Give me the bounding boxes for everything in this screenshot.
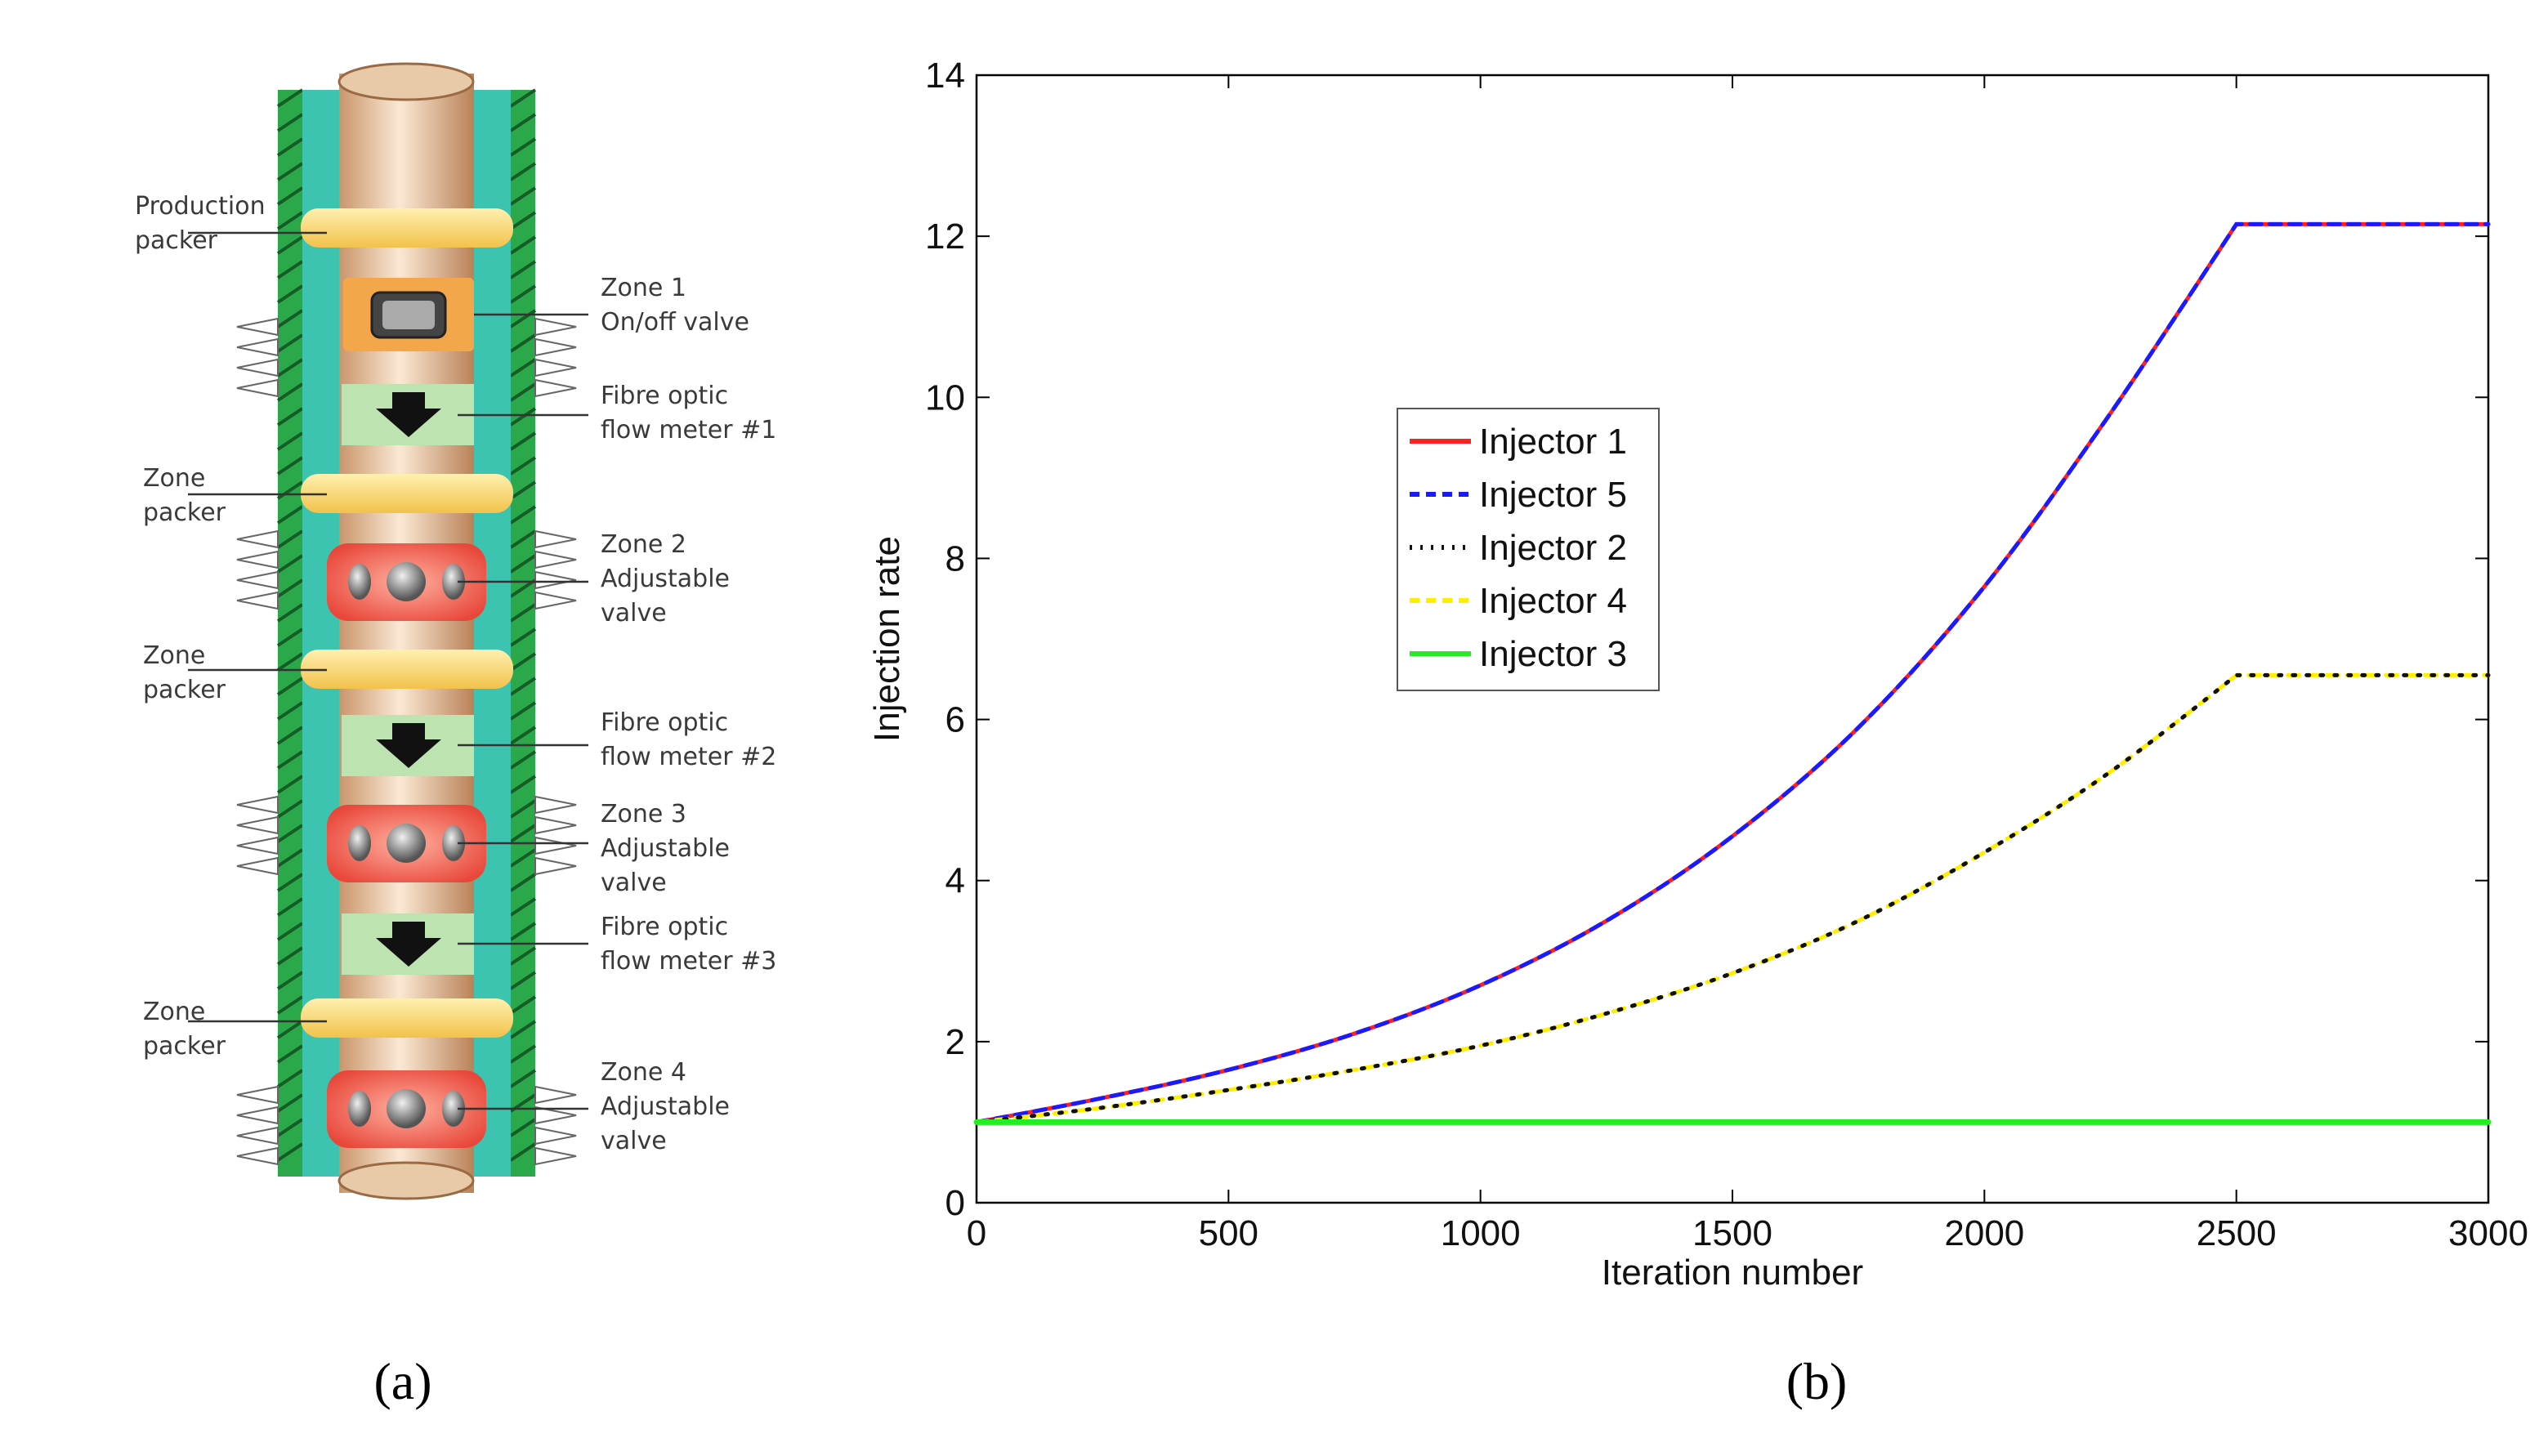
zone-packer: [301, 650, 513, 689]
plot-area: [975, 74, 2490, 1204]
legend-box: [1397, 408, 1660, 691]
y-tick-label: 4: [945, 861, 965, 901]
label-zone4: Zone 4 Adjustable valve: [601, 1058, 738, 1155]
y-tick-label: 14: [925, 56, 965, 96]
y-tick-label: 2: [945, 1022, 965, 1062]
tubing-bottom: [337, 1161, 475, 1200]
zone-packer: [301, 998, 513, 1038]
panel-label-a: (a): [373, 1352, 431, 1410]
production-packer: [301, 208, 513, 248]
x-tick-label: 500: [1199, 1213, 1258, 1253]
leader-lines: [188, 231, 588, 1110]
label-zone1: Zone 1 On/off valve: [601, 274, 749, 337]
label-zone-packer-1: Zone packer: [143, 464, 226, 527]
label-flow2: Fibre optic flow meter #2: [601, 708, 776, 771]
y-tick-label: 8: [945, 538, 965, 578]
series-line-injector-5: [974, 221, 2491, 1124]
y-tick-label: 10: [925, 377, 965, 418]
x-axis-title: Iteration number: [1602, 1253, 1863, 1293]
label-zone2: Zone 2 Adjustable valve: [601, 530, 738, 628]
y-tick-label: 6: [945, 700, 965, 740]
label-zone3: Zone 3 Adjustable valve: [601, 800, 738, 897]
x-tick-label: 2500: [2197, 1213, 2277, 1253]
label-flow3: Fibre optic flow meter #3: [601, 913, 776, 976]
y-axis-title: Injection rate: [867, 536, 907, 742]
panel-label-b: (b): [1786, 1352, 1848, 1410]
label-flow1: Fibre optic flow meter #1: [601, 382, 776, 444]
casing-hatch: [276, 88, 537, 1162]
zone-packer: [301, 474, 513, 513]
series-line-injector-2: [974, 672, 2491, 1124]
legend-label: Injector 3: [1479, 634, 1627, 674]
legend-label: Injector 1: [1479, 422, 1627, 462]
perforations: [236, 317, 577, 1166]
x-tick-label: 2000: [1944, 1213, 2024, 1253]
adjustable-valve-zone4: [327, 1070, 486, 1148]
adjustable-valve-zone3: [327, 805, 486, 882]
legend-label: Injector 2: [1479, 528, 1627, 568]
label-production-packer: Production packer: [135, 192, 273, 255]
y-tick-label: 0: [945, 1183, 965, 1223]
x-tick-label: 0: [967, 1213, 986, 1253]
label-zone-packer-2: Zone packer: [143, 641, 226, 704]
legend-label: Injector 4: [1479, 581, 1627, 621]
x-tick-label: 1000: [1441, 1213, 1521, 1253]
label-zone-packer-3: Zone packer: [143, 998, 226, 1061]
flow-arrow-icon: [376, 922, 441, 967]
x-tick-label: 1500: [1692, 1213, 1772, 1253]
well-diagram: Production packer Zone packer Zone packe…: [135, 62, 776, 1200]
y-tick-label: 12: [925, 217, 965, 257]
x-tick-label: 3000: [2448, 1213, 2528, 1253]
injection-rate-chart: 0 500 1000 1500 2000 2500 3000 0 2 4 6 8 10 12 14 Itera…: [867, 56, 2528, 1293]
adjustable-valve-zone2: [327, 543, 486, 621]
legend-label: Injector 5: [1479, 475, 1627, 515]
flow-arrow-icon: [376, 723, 441, 768]
flow-arrow-icon: [376, 392, 441, 437]
tubing-top: [337, 62, 475, 101]
